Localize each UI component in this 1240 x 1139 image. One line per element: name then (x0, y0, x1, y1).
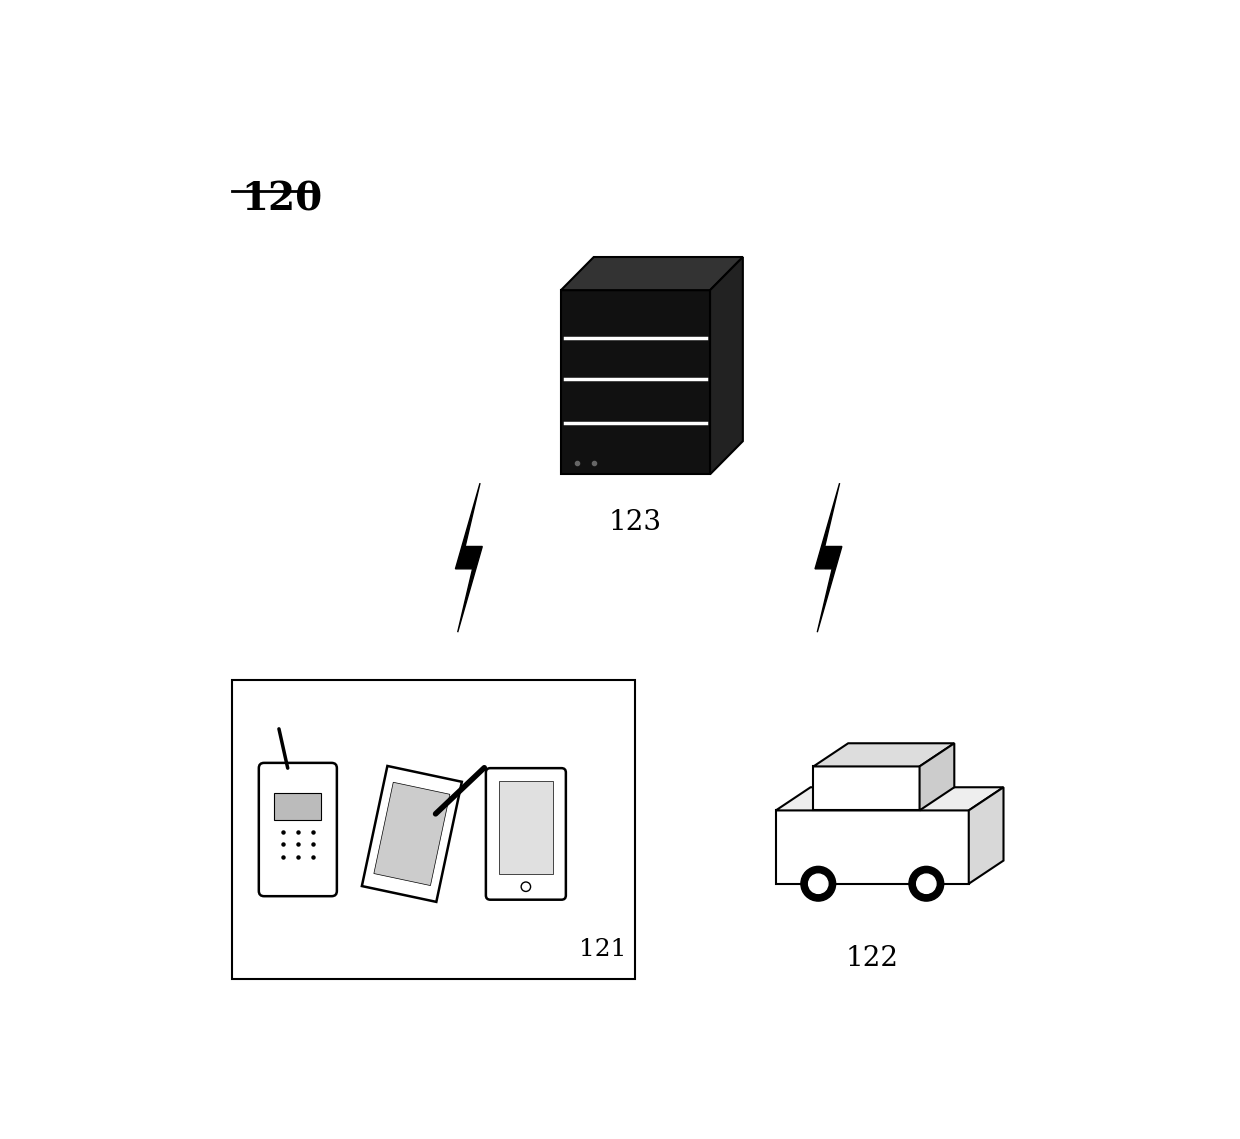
Polygon shape (274, 793, 321, 820)
Polygon shape (711, 257, 743, 474)
Polygon shape (232, 680, 635, 978)
Polygon shape (920, 744, 955, 811)
FancyBboxPatch shape (486, 768, 565, 900)
Polygon shape (362, 765, 461, 902)
Polygon shape (560, 257, 743, 290)
Circle shape (808, 874, 828, 893)
Circle shape (909, 867, 944, 901)
Text: 122: 122 (846, 945, 899, 972)
Polygon shape (455, 483, 482, 632)
Polygon shape (813, 744, 955, 767)
Text: 120: 120 (241, 180, 322, 219)
Polygon shape (776, 811, 968, 884)
Circle shape (801, 867, 836, 901)
FancyBboxPatch shape (259, 763, 337, 896)
Polygon shape (374, 782, 450, 885)
Polygon shape (968, 787, 1003, 884)
Polygon shape (498, 781, 553, 874)
Polygon shape (776, 787, 1003, 811)
Circle shape (916, 874, 936, 893)
Polygon shape (560, 290, 711, 474)
Polygon shape (815, 483, 842, 632)
Polygon shape (813, 767, 920, 811)
Text: 123: 123 (609, 509, 662, 536)
Circle shape (521, 882, 531, 892)
Text: 121: 121 (579, 939, 626, 961)
